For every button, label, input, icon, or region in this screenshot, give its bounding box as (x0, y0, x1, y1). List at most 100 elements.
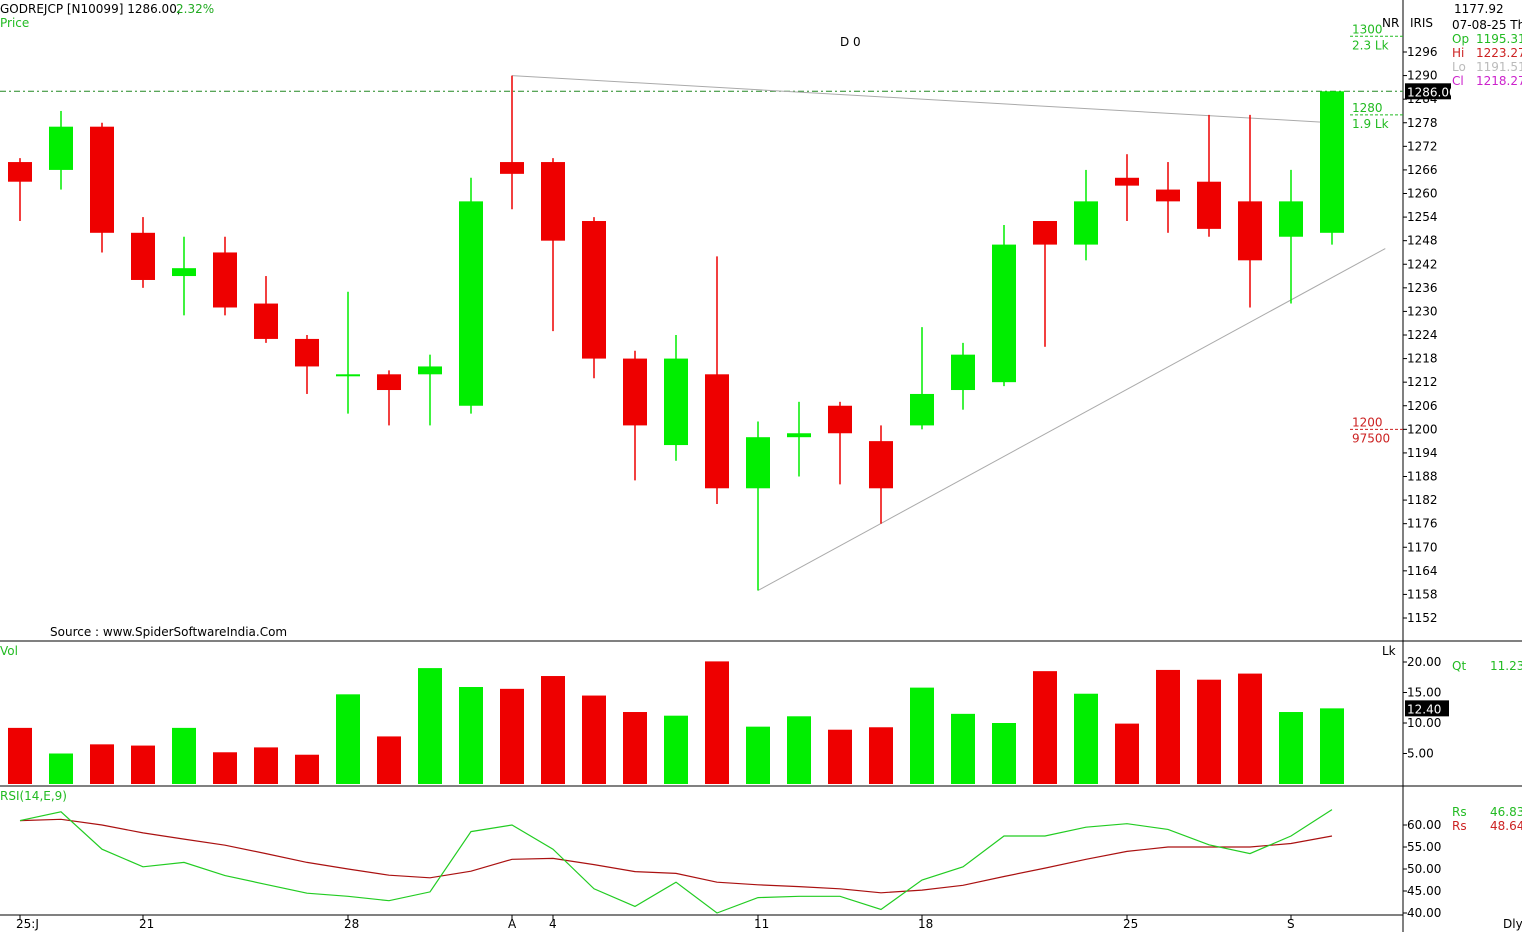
source-text: Source : www.SpiderSoftwareIndia.Com (50, 625, 287, 639)
volume-bar (705, 661, 729, 784)
candle-body (1238, 201, 1262, 261)
price-tick-label: 1152 (1407, 611, 1438, 625)
info-row-value: 1218.27 (1476, 74, 1522, 88)
rsi-tick-label: 60.00 (1407, 818, 1441, 832)
volume-bar (910, 687, 934, 784)
rs1-value: 46.83 (1490, 805, 1522, 819)
volume-bar (1115, 723, 1139, 784)
info-row-key: Lo (1452, 60, 1466, 74)
volume-bar (869, 727, 893, 784)
level-sub-label: 2.3 Lk (1352, 38, 1389, 52)
price-tick-label: 1266 (1407, 163, 1438, 177)
rsi-tick-label: 45.00 (1407, 884, 1441, 898)
volume-bar (951, 713, 975, 784)
info-date: 07-08-25 Th (1452, 18, 1522, 32)
candle-body (336, 374, 360, 377)
volume-bar (254, 747, 278, 784)
volume-bar (500, 688, 524, 784)
rs2-value: 48.64 (1490, 819, 1522, 833)
level-sub-label: 97500 (1352, 431, 1390, 445)
rsi-tick-label: 40.00 (1407, 906, 1441, 920)
price-tick-label: 1212 (1407, 375, 1438, 389)
time-tick-label: A (508, 917, 517, 931)
rsi-line (19, 809, 1333, 914)
candle-body (1279, 201, 1303, 237)
level-label: 1280 (1352, 101, 1383, 115)
price-tick-label: 1260 (1407, 187, 1438, 201)
volume-bar (1033, 671, 1057, 784)
volume-bar (336, 694, 360, 784)
candle-body (295, 338, 319, 367)
symbol-line: GODREJCP [N10099] 1286.00, (0, 2, 181, 16)
rs1-label: Rs (1452, 805, 1467, 819)
candle-body (8, 162, 32, 182)
candle-body (869, 441, 893, 489)
volume-bar (459, 687, 483, 784)
volume-last-tag-bg (1405, 700, 1449, 717)
price-tick-label: 1224 (1407, 328, 1438, 342)
volume-tick-label: 5.00 (1407, 747, 1434, 761)
time-tick-label: 21 (139, 917, 154, 931)
time-tick-label: 28 (344, 917, 359, 931)
last-price-tag-bg (1405, 83, 1451, 100)
rsi-tick-label: 50.00 (1407, 862, 1441, 876)
candle-body (49, 126, 73, 170)
candle-body (254, 303, 278, 339)
rsi-title: RSI(14,E,9) (0, 789, 67, 803)
price-tick-label: 1188 (1407, 470, 1438, 484)
nr-label: NR (1382, 16, 1399, 30)
candle-body (705, 374, 729, 489)
volume-bar (131, 745, 155, 784)
candle-body (213, 252, 237, 308)
candle-body (623, 358, 647, 426)
price-tick-label: 1236 (1407, 281, 1438, 295)
time-tick-label: 4 (549, 917, 557, 931)
candle-body (1197, 181, 1221, 229)
volume-bar (377, 736, 401, 784)
candle-body (172, 268, 196, 277)
price-tick-label: 1278 (1407, 116, 1438, 130)
volume-tick-label: 15.00 (1407, 686, 1441, 700)
last-price-tag: 1286.00 (1407, 85, 1457, 99)
candle-body (992, 244, 1016, 383)
volume-bar (418, 668, 442, 784)
volume-bar (623, 712, 647, 784)
axes-layer: 1296129012841278127212661260125412481242… (16, 22, 1522, 931)
price-tick-label: 1248 (1407, 234, 1438, 248)
volume-bar (49, 753, 73, 784)
volume-bar (992, 723, 1016, 784)
trendline (511, 75, 1333, 124)
candle-body (910, 393, 934, 426)
level-label: 1200 (1352, 415, 1383, 429)
draw-marker: D 0 (840, 35, 861, 49)
info-row-value: 1223.27 (1476, 46, 1522, 60)
rsi-layer (19, 809, 1333, 914)
price-tick-label: 1176 (1407, 517, 1438, 531)
info-row-value: 1191.51 (1476, 60, 1522, 74)
candle-body (131, 232, 155, 280)
candle-body (1320, 91, 1344, 233)
price-tick-label: 1200 (1407, 422, 1438, 436)
volume-bar (541, 676, 565, 784)
candle-body (582, 221, 606, 359)
time-tick-label: 25:J (16, 917, 39, 931)
rsi-tick-label: 55.00 (1407, 840, 1441, 854)
change-percent: 2.32% (176, 2, 214, 16)
candle-body (951, 354, 975, 391)
candle-body (1074, 201, 1098, 245)
price-tick-label: 1272 (1407, 139, 1438, 153)
volume-tick-label: 20.00 (1407, 655, 1441, 669)
volume-bar (664, 715, 688, 784)
volume-bar (213, 752, 237, 784)
candle-body (664, 358, 688, 446)
price-tick-label: 1218 (1407, 352, 1438, 366)
info-row-value: 1195.31 (1476, 32, 1522, 46)
level-sub-label: 1.9 Lk (1352, 117, 1389, 131)
qt-value: 11.23 (1490, 659, 1522, 673)
price-tick-label: 1182 (1407, 493, 1438, 507)
cursor-value: 1177.92 (1454, 2, 1504, 16)
volume-bar (746, 726, 770, 784)
info-row-key: Cl (1452, 74, 1464, 88)
